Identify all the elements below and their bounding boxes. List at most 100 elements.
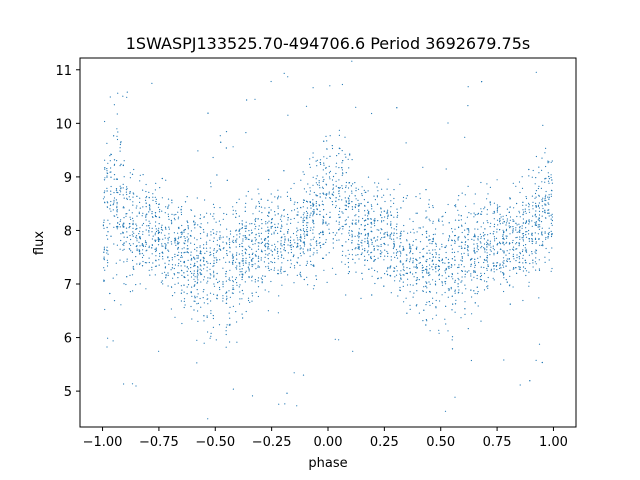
data-point (455, 206, 457, 208)
data-point (328, 172, 331, 174)
data-point (521, 225, 523, 227)
data-point (154, 232, 156, 234)
data-point (139, 238, 141, 240)
data-point (532, 259, 534, 261)
data-point (480, 236, 482, 238)
data-point (260, 277, 262, 279)
data-point (361, 252, 363, 254)
data-point (122, 194, 124, 196)
data-point (513, 258, 515, 260)
data-point (190, 254, 192, 256)
data-point (123, 197, 125, 199)
data-point (213, 237, 215, 239)
data-point (524, 210, 526, 212)
data-point (351, 208, 354, 210)
data-point (296, 234, 298, 236)
data-point (183, 236, 185, 238)
data-point (318, 184, 320, 186)
data-point (238, 230, 240, 232)
data-point (274, 223, 276, 225)
data-point (255, 268, 257, 270)
data-point (293, 209, 296, 211)
data-point (515, 185, 517, 187)
data-point (466, 216, 468, 218)
data-point (387, 268, 389, 270)
data-point (297, 243, 299, 245)
data-point (548, 182, 550, 184)
data-point (270, 280, 272, 283)
data-point (145, 216, 147, 218)
data-point (232, 284, 234, 287)
data-point (254, 281, 256, 283)
data-point (452, 278, 454, 280)
data-point (483, 258, 485, 261)
data-point (145, 206, 147, 208)
data-point (178, 262, 180, 265)
data-point (484, 248, 486, 250)
data-point (512, 182, 514, 184)
data-point (474, 228, 476, 230)
data-point (229, 233, 232, 235)
data-point (535, 196, 537, 198)
data-point (531, 232, 533, 234)
data-point (547, 196, 549, 198)
data-point (155, 247, 157, 249)
data-point (251, 240, 253, 242)
x-tick-label: −0.75 (139, 435, 179, 450)
data-point (339, 216, 341, 218)
data-point (232, 263, 234, 265)
data-point (197, 257, 199, 259)
data-point (322, 233, 324, 235)
data-point (184, 240, 186, 242)
data-point (486, 252, 488, 254)
data-point (268, 220, 270, 222)
data-point (454, 289, 456, 291)
data-point (225, 330, 227, 332)
data-point (322, 180, 324, 182)
data-point (251, 275, 253, 277)
data-point (377, 190, 379, 192)
data-point (313, 264, 315, 266)
data-point (393, 197, 395, 200)
data-point (242, 240, 244, 242)
data-point (465, 288, 467, 290)
data-point (210, 300, 212, 302)
data-point (381, 221, 383, 223)
data-point (406, 258, 408, 260)
data-point (132, 201, 134, 203)
data-point (186, 266, 188, 268)
data-point (486, 267, 488, 270)
data-point (213, 253, 215, 255)
data-point (300, 240, 302, 242)
data-point (283, 247, 285, 249)
data-point (261, 212, 263, 214)
data-point (180, 209, 182, 211)
data-point (487, 193, 489, 195)
data-point (461, 231, 463, 234)
data-point (299, 228, 301, 231)
data-point (545, 236, 547, 239)
data-point (277, 312, 279, 314)
data-point (248, 276, 250, 278)
data-point (441, 216, 443, 218)
data-point (180, 252, 183, 254)
data-point (416, 279, 418, 281)
data-point (448, 222, 450, 224)
data-point (447, 122, 449, 124)
data-point (310, 260, 312, 262)
data-point (299, 273, 301, 275)
data-point (503, 250, 505, 252)
data-point (145, 243, 147, 245)
data-point (426, 216, 428, 218)
data-point (358, 237, 360, 239)
data-point (516, 236, 518, 238)
data-point (136, 215, 138, 217)
data-point (399, 232, 402, 234)
data-point (373, 259, 375, 261)
data-point (422, 276, 424, 278)
data-point (165, 206, 167, 208)
data-point (132, 259, 134, 262)
data-point (357, 235, 359, 237)
data-point (386, 217, 389, 219)
data-point (538, 297, 540, 299)
